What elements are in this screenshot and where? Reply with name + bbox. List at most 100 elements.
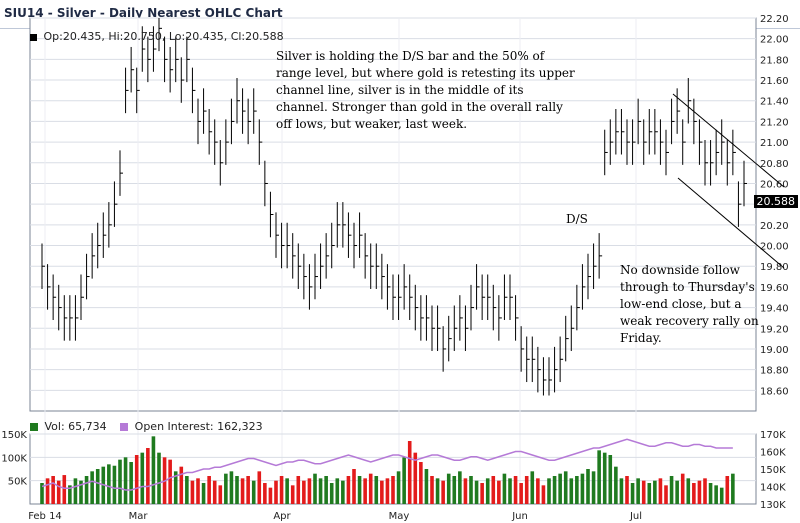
volume-bar <box>508 478 512 504</box>
volume-bar <box>329 483 334 504</box>
volume-bar <box>190 480 195 504</box>
volume-bar <box>40 483 44 504</box>
volume-bar <box>224 473 228 504</box>
volume-bar <box>274 480 278 504</box>
volume-bar <box>480 483 484 504</box>
volume-bar <box>352 469 356 504</box>
volume-bar <box>686 478 691 504</box>
volume-bar <box>73 478 78 504</box>
volume-bar <box>257 471 262 504</box>
volume-bar <box>218 485 223 504</box>
open-interest-line <box>41 438 733 491</box>
oi-tick-label: 160K <box>760 448 786 459</box>
volume-bar <box>563 471 568 504</box>
volume-bar <box>502 473 507 504</box>
volume-bar <box>619 478 624 504</box>
volume-bar <box>586 469 590 504</box>
volume-bar <box>251 480 256 504</box>
oi-tick-label: 130K <box>760 500 786 511</box>
volume-bar <box>84 476 89 504</box>
volume-bar <box>134 455 139 504</box>
volume-bar <box>513 476 518 504</box>
price-tick-label: 20.20 <box>760 221 789 232</box>
volume-bar <box>185 476 189 504</box>
volume-bar <box>235 476 239 504</box>
volume-bar <box>140 452 145 504</box>
volume-bar <box>307 478 312 504</box>
oi-tick-label: 150K <box>760 465 786 476</box>
volume-bar <box>485 478 490 504</box>
volume-bar <box>497 480 501 504</box>
volume-bar <box>519 483 523 504</box>
volume-bar <box>318 478 323 504</box>
volume-swatch <box>30 423 38 431</box>
volume-bar <box>547 478 551 504</box>
volume-bar <box>424 469 429 504</box>
chart-title: SIU14 - Silver - Daily Nearest OHLC Char… <box>4 6 283 20</box>
volume-bar <box>279 476 284 504</box>
volume-bar <box>703 478 707 504</box>
volume-bar <box>368 473 373 504</box>
price-tick-label: 21.20 <box>760 117 789 128</box>
volume-bar <box>524 476 529 504</box>
volume-bar <box>168 459 172 504</box>
top-annotation: Silver is holding the D/S bar and the 50… <box>276 49 575 131</box>
volume-bar <box>653 480 657 504</box>
price-tick-label: 22.00 <box>760 35 789 46</box>
volume-bar <box>380 480 384 504</box>
volume-bar <box>112 465 117 504</box>
last-price-tag: 20.588 <box>753 195 798 208</box>
price-tick-label: 22.20 <box>760 14 789 25</box>
volume-bar <box>68 485 72 504</box>
volume-bar <box>575 476 579 504</box>
x-tick-label: Feb 14 <box>28 511 62 522</box>
volume-bar <box>692 483 696 504</box>
volume-bar <box>290 485 295 504</box>
ohlc-swatch <box>30 33 37 41</box>
volume-bar <box>608 455 613 504</box>
volume-bar <box>229 471 234 504</box>
volume-bar <box>641 480 646 504</box>
lower-channel-line <box>677 177 785 269</box>
volume-bar <box>463 478 468 504</box>
volume-bar <box>647 483 652 504</box>
volume-bar <box>45 478 50 504</box>
price-tick-label: 18.60 <box>760 386 789 397</box>
volume-bar <box>591 471 596 504</box>
ds-label: D/S <box>566 212 588 226</box>
oi-tick-label: 140K <box>760 483 786 494</box>
volume-bar <box>435 478 440 504</box>
volume-bar <box>625 476 629 504</box>
volume-bar <box>268 487 273 504</box>
volume-bar <box>95 469 100 504</box>
volume-bar <box>246 476 250 504</box>
volume-bar <box>374 476 379 504</box>
price-tick-label: 19.80 <box>760 262 789 273</box>
volume-bar <box>714 485 718 504</box>
volume-bar <box>708 483 713 504</box>
volume-bar <box>151 436 156 504</box>
volume-bar <box>541 485 546 504</box>
volume-bar <box>240 478 245 504</box>
volume-bar <box>363 478 367 504</box>
volume-bar <box>407 441 412 504</box>
volume-bar <box>413 452 418 504</box>
volume-bar <box>680 473 685 504</box>
volume-bar <box>469 476 473 504</box>
volume-bar <box>491 476 496 504</box>
volume-tick-label: 150K <box>1 430 27 441</box>
volume-bar <box>79 480 83 504</box>
volume-bar <box>664 485 668 504</box>
volume-bar <box>552 476 557 504</box>
volume-bar <box>201 483 206 504</box>
volume-bar <box>335 478 340 504</box>
upper-channel-line <box>672 93 785 188</box>
ohlc-readout-text: Op:20.435, Hi:20.750, Lo:20.435, Cl:20.5… <box>43 30 284 43</box>
price-tick-label: 21.60 <box>760 76 789 87</box>
volume-bar <box>446 473 451 504</box>
volume-bar <box>324 476 328 504</box>
oi-legend-text: Open Interest: 162,323 <box>134 420 263 433</box>
volume-bar <box>313 473 317 504</box>
